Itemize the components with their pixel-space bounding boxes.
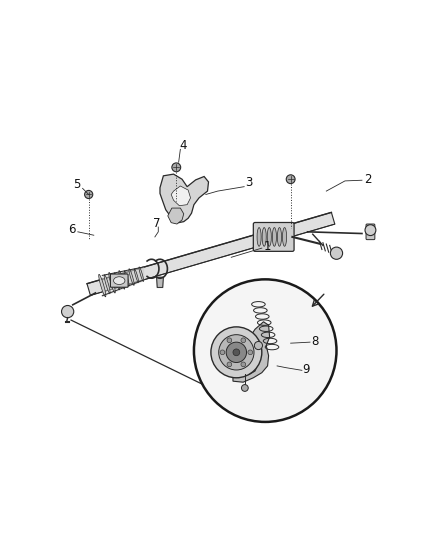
FancyBboxPatch shape bbox=[253, 222, 294, 252]
Text: 2: 2 bbox=[364, 173, 371, 185]
Circle shape bbox=[241, 362, 246, 367]
Circle shape bbox=[233, 349, 240, 356]
Polygon shape bbox=[87, 212, 335, 295]
Ellipse shape bbox=[99, 274, 106, 297]
Polygon shape bbox=[168, 208, 184, 224]
Ellipse shape bbox=[109, 272, 115, 293]
Text: 8: 8 bbox=[311, 335, 318, 348]
Circle shape bbox=[85, 190, 93, 199]
Text: 4: 4 bbox=[180, 139, 187, 152]
Text: 7: 7 bbox=[152, 217, 160, 230]
Circle shape bbox=[227, 362, 232, 367]
Ellipse shape bbox=[257, 228, 261, 246]
Ellipse shape bbox=[129, 269, 134, 285]
Ellipse shape bbox=[124, 271, 129, 286]
Circle shape bbox=[254, 342, 262, 350]
Circle shape bbox=[248, 350, 253, 354]
Ellipse shape bbox=[113, 277, 125, 285]
Ellipse shape bbox=[262, 228, 266, 246]
Text: 1: 1 bbox=[264, 240, 271, 254]
Ellipse shape bbox=[272, 228, 276, 246]
Polygon shape bbox=[156, 277, 163, 287]
Circle shape bbox=[211, 327, 262, 378]
Polygon shape bbox=[171, 186, 191, 206]
Text: 3: 3 bbox=[245, 176, 252, 189]
Ellipse shape bbox=[114, 273, 120, 290]
Circle shape bbox=[241, 338, 246, 343]
Circle shape bbox=[220, 350, 225, 354]
Text: 5: 5 bbox=[74, 177, 81, 191]
Ellipse shape bbox=[277, 228, 282, 246]
FancyBboxPatch shape bbox=[110, 274, 128, 287]
Ellipse shape bbox=[104, 275, 110, 294]
Text: 9: 9 bbox=[303, 362, 310, 376]
Ellipse shape bbox=[283, 228, 286, 246]
Circle shape bbox=[194, 279, 336, 422]
Ellipse shape bbox=[267, 228, 271, 246]
Polygon shape bbox=[233, 322, 270, 382]
Circle shape bbox=[219, 335, 254, 370]
Circle shape bbox=[61, 305, 74, 318]
Circle shape bbox=[226, 342, 247, 362]
Circle shape bbox=[172, 163, 181, 172]
Circle shape bbox=[241, 385, 248, 391]
FancyBboxPatch shape bbox=[366, 224, 375, 240]
Circle shape bbox=[365, 225, 376, 236]
Text: 6: 6 bbox=[68, 222, 76, 236]
Circle shape bbox=[330, 247, 343, 260]
Ellipse shape bbox=[134, 269, 138, 282]
Polygon shape bbox=[160, 174, 208, 223]
Ellipse shape bbox=[119, 271, 125, 289]
Ellipse shape bbox=[139, 267, 144, 281]
Circle shape bbox=[227, 338, 232, 343]
Circle shape bbox=[286, 175, 295, 184]
